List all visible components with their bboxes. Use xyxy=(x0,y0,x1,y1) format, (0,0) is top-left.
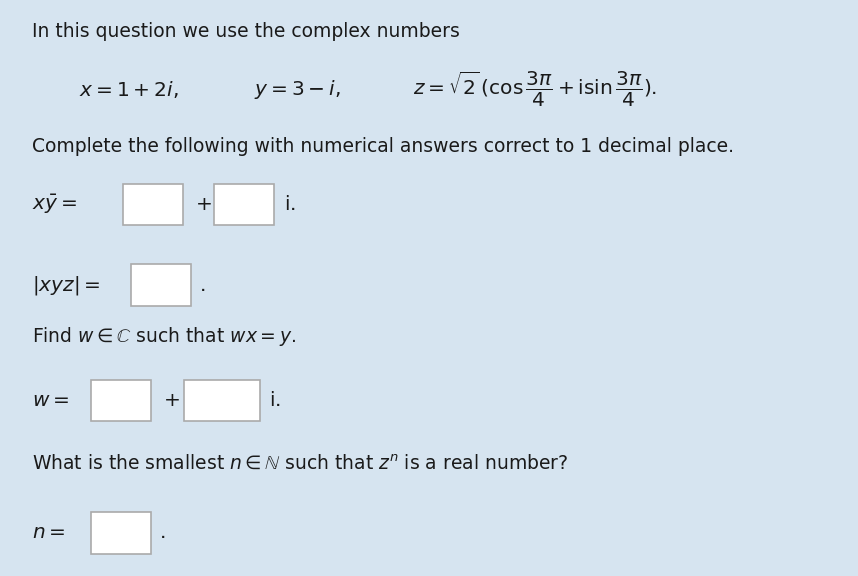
Text: $.$: $.$ xyxy=(159,524,165,542)
Text: $x = 1 + 2i,$: $x = 1 + 2i,$ xyxy=(80,79,179,100)
Text: $n =$: $n =$ xyxy=(32,524,65,542)
Text: $|xyz| =$: $|xyz| =$ xyxy=(32,274,100,297)
FancyBboxPatch shape xyxy=(214,184,274,225)
Text: $\mathrm{i}.$: $\mathrm{i}.$ xyxy=(284,195,295,214)
FancyBboxPatch shape xyxy=(131,264,190,306)
Text: $.$: $.$ xyxy=(198,276,205,294)
Text: Find $w \in \mathbb{C}$ such that $wx = y.$: Find $w \in \mathbb{C}$ such that $wx = … xyxy=(32,325,296,348)
Text: In this question we use the complex numbers: In this question we use the complex numb… xyxy=(32,22,460,41)
Text: $x\bar{y} =$: $x\bar{y} =$ xyxy=(32,193,76,216)
Text: $+$: $+$ xyxy=(195,195,211,214)
Text: $+$: $+$ xyxy=(163,391,179,410)
Text: Complete the following with numerical answers correct to 1 decimal place.: Complete the following with numerical an… xyxy=(32,138,734,156)
Text: $y = 3 - i,$: $y = 3 - i,$ xyxy=(254,78,341,101)
Text: $\mathrm{i}.$: $\mathrm{i}.$ xyxy=(269,391,281,410)
Text: $z = \sqrt{2}\,(\cos\dfrac{3\pi}{4} + \mathrm{i}\sin\dfrac{3\pi}{4}).$: $z = \sqrt{2}\,(\cos\dfrac{3\pi}{4} + \m… xyxy=(413,70,657,109)
FancyBboxPatch shape xyxy=(184,380,260,421)
FancyBboxPatch shape xyxy=(91,512,151,554)
Text: $w =$: $w =$ xyxy=(32,391,69,410)
FancyBboxPatch shape xyxy=(124,184,183,225)
FancyBboxPatch shape xyxy=(91,380,151,421)
Text: What is the smallest $n \in \mathbb{N}$ such that $z^n$ is a real number?: What is the smallest $n \in \mathbb{N}$ … xyxy=(32,454,568,473)
